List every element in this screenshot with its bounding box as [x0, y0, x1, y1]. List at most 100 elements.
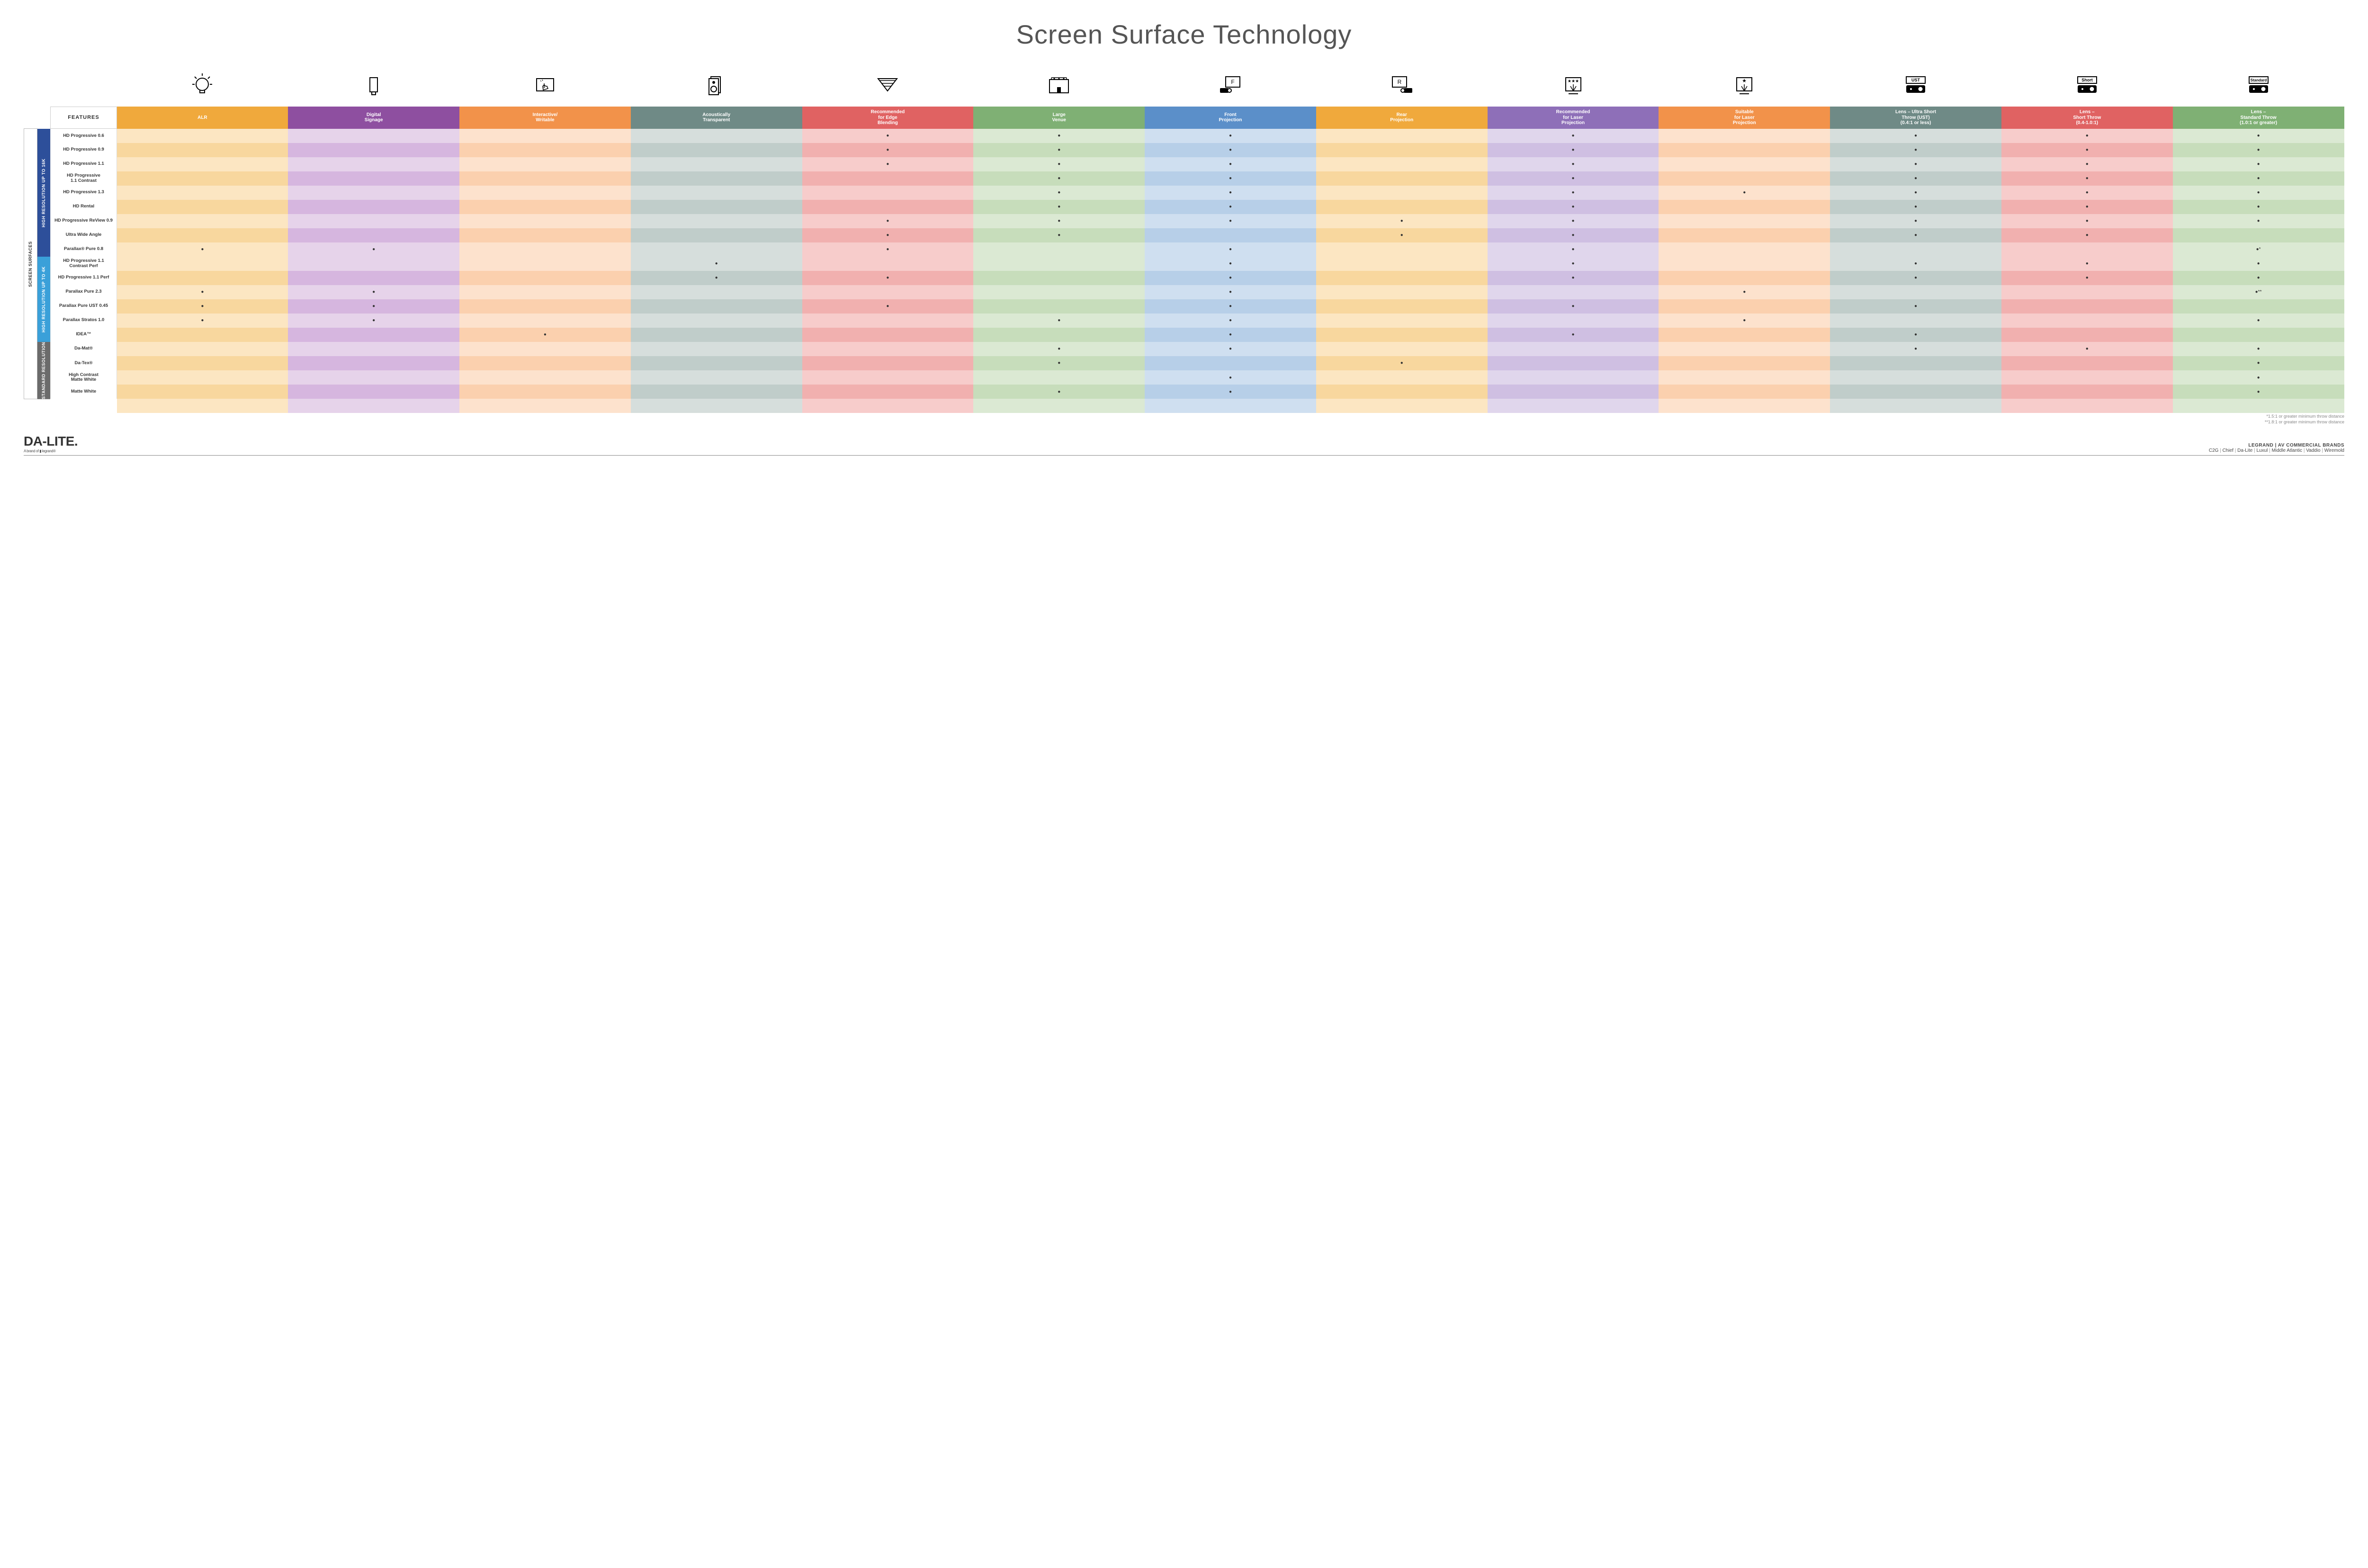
side-label-4k: HIGH RESOLUTION UP TO 4K — [37, 257, 51, 342]
cell-short — [2001, 328, 2173, 342]
cell-interactive — [459, 299, 631, 314]
cell-edge: ● — [802, 299, 974, 314]
cell-std: ● — [2173, 385, 2344, 399]
cell-short — [2001, 242, 2173, 257]
cell-signage — [288, 385, 459, 399]
cell-interactive — [459, 186, 631, 200]
cell-reclaser: ● — [1488, 171, 1659, 186]
cell-acoustic — [631, 157, 802, 171]
cell-std — [2173, 328, 2344, 342]
cell-alr — [117, 214, 288, 228]
cell-edge: ● — [802, 271, 974, 285]
cell-ust — [1830, 356, 2001, 370]
cell-suitlaser — [1659, 171, 1830, 186]
cell-reclaser: ● — [1488, 143, 1659, 157]
brand-list: LEGRAND | AV COMMERCIAL BRANDS C2GChiefD… — [2209, 443, 2344, 453]
cell-acoustic — [631, 342, 802, 356]
cell-rear: ● — [1316, 228, 1488, 242]
cell-rear — [1316, 299, 1488, 314]
cell-short — [2001, 385, 2173, 399]
footnotes: *1.5:1 or greater minimum throw distance… — [24, 414, 2344, 425]
cell-signage — [288, 186, 459, 200]
cell-ust: ● — [1830, 200, 2001, 214]
feature-label: High ContrastMatte White — [51, 370, 117, 385]
cell-std: ● — [2173, 171, 2344, 186]
cell-signage — [288, 271, 459, 285]
cell-ust — [1830, 370, 2001, 385]
cell-signage — [288, 342, 459, 356]
cell-short: ● — [2001, 271, 2173, 285]
col-header-reclaser: Recommendedfor LaserProjection — [1488, 107, 1659, 129]
cell-signage — [288, 257, 459, 271]
cell-interactive — [459, 228, 631, 242]
cell-acoustic: ● — [631, 271, 802, 285]
cell-acoustic — [631, 242, 802, 257]
cell-ust: ● — [1830, 214, 2001, 228]
feature-label: HD Progressive 1.1 Perf — [51, 271, 117, 285]
cell-suitlaser: ● — [1659, 186, 1830, 200]
cell-edge: ● — [802, 228, 974, 242]
cell-interactive — [459, 370, 631, 385]
cell-short: ● — [2001, 200, 2173, 214]
cell-ust: ● — [1830, 342, 2001, 356]
cell-reclaser: ● — [1488, 200, 1659, 214]
cell-reclaser — [1488, 370, 1659, 385]
col-header-front: FrontProjection — [1145, 107, 1316, 129]
feature-label: Parallax Pure 2.3 — [51, 285, 117, 299]
cell-front: ● — [1145, 186, 1316, 200]
cell-edge: ● — [802, 143, 974, 157]
cell-interactive — [459, 171, 631, 186]
cell-std — [2173, 299, 2344, 314]
cell-edge: ● — [802, 214, 974, 228]
kiosk-icon — [288, 64, 459, 107]
cell-signage — [288, 157, 459, 171]
feature-label: HD Progressive 1.3 — [51, 186, 117, 200]
cell-interactive — [459, 271, 631, 285]
cell-signage — [288, 356, 459, 370]
cell-suitlaser — [1659, 342, 1830, 356]
cell-alr — [117, 370, 288, 385]
cell-edge: ● — [802, 129, 974, 143]
cell-alr — [117, 342, 288, 356]
cell-rear — [1316, 271, 1488, 285]
cell-reclaser: ● — [1488, 157, 1659, 171]
cell-edge — [802, 328, 974, 342]
cell-reclaser — [1488, 342, 1659, 356]
cell-acoustic — [631, 214, 802, 228]
cell-signage — [288, 228, 459, 242]
cell-reclaser: ● — [1488, 242, 1659, 257]
footer: DA-LITE. A brand of ▮ legrand® LEGRAND |… — [24, 434, 2344, 456]
cell-alr — [117, 328, 288, 342]
page-title: Screen Surface Technology — [24, 19, 2344, 50]
cell-suitlaser: ● — [1659, 285, 1830, 299]
cell-largevenue: ● — [973, 385, 1145, 399]
cell-suitlaser — [1659, 328, 1830, 342]
cell-reclaser: ● — [1488, 299, 1659, 314]
cell-front: ● — [1145, 157, 1316, 171]
cell-alr — [117, 171, 288, 186]
cell-edge — [802, 257, 974, 271]
cell-ust: ● — [1830, 328, 2001, 342]
logo-text: DA-LITE. — [24, 434, 78, 449]
cell-std: ●* — [2173, 242, 2344, 257]
cell-rear: ● — [1316, 356, 1488, 370]
brand-item: Da-Lite — [2237, 448, 2256, 453]
lightbulb-icon — [117, 64, 288, 107]
cell-largevenue: ● — [973, 143, 1145, 157]
cell-signage: ● — [288, 299, 459, 314]
cell-rear — [1316, 314, 1488, 328]
cell-suitlaser — [1659, 228, 1830, 242]
cell-edge — [802, 186, 974, 200]
cell-interactive — [459, 143, 631, 157]
cell-reclaser — [1488, 314, 1659, 328]
cell-acoustic — [631, 370, 802, 385]
brand-item: Luxul — [2257, 448, 2272, 453]
cell-rear: ● — [1316, 214, 1488, 228]
cell-alr — [117, 356, 288, 370]
cell-front: ● — [1145, 342, 1316, 356]
cell-rear — [1316, 257, 1488, 271]
cell-front: ● — [1145, 242, 1316, 257]
cell-acoustic — [631, 200, 802, 214]
cell-front: ● — [1145, 143, 1316, 157]
comparison-chart: FEATURESALRDigitalSignageInteractive/Wri… — [24, 64, 2344, 425]
